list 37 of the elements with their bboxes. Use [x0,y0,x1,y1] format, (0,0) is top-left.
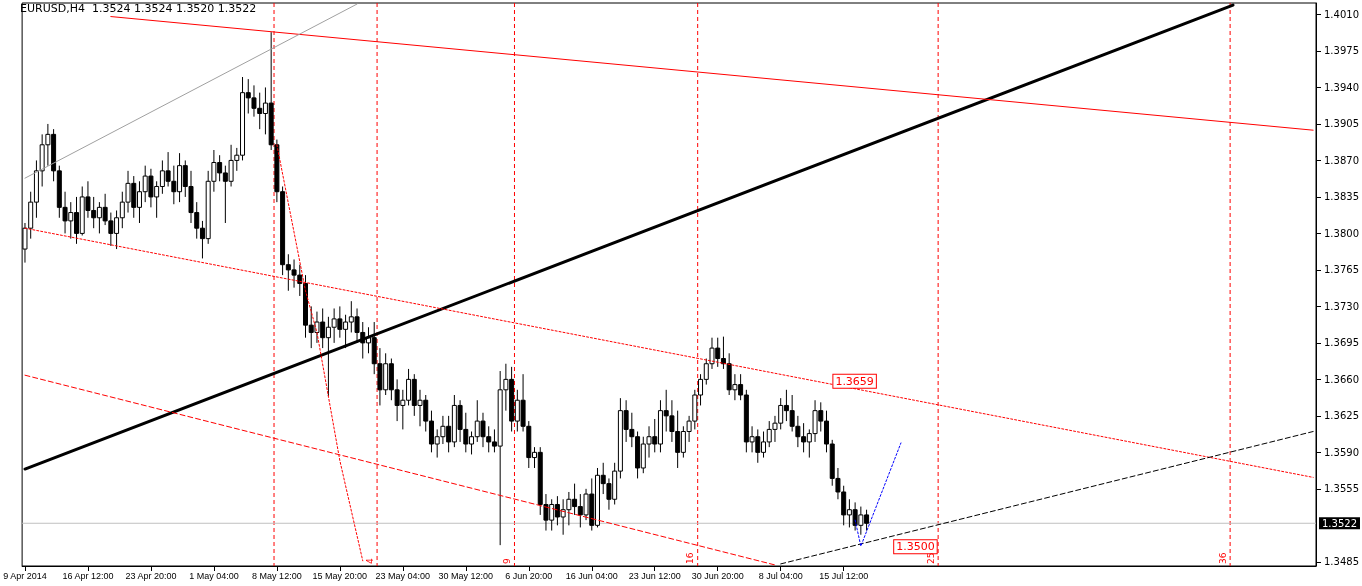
x-tick-label: 15 May 20:00 [312,570,368,581]
y-tick-label: 1.4010 [1324,8,1359,20]
x-tick-label: 9 Apr 2014 [3,570,47,581]
annotation: 4 [364,558,375,564]
annotation: 9 [501,558,512,564]
y-tick-label: 1.3555 [1324,483,1359,495]
x-tick-label: 30 May 12:00 [438,570,494,581]
y-tick-label: 1.3835 [1324,191,1359,203]
y-tick-label: 1.3660 [1324,373,1359,385]
y-tick-label: 1.3800 [1324,227,1359,239]
y-tick-label: 1.3625 [1324,410,1359,422]
x-tick-label: 23 May 04:00 [375,570,431,581]
y-tick-label: 1.3730 [1324,300,1359,312]
x-tick-label: 30 Jun 20:00 [691,570,744,581]
annotation: 1.3659 [835,374,874,388]
x-tick-label: 16 Jun 04:00 [565,570,618,581]
annotation: 36 [1217,552,1228,564]
x-tick-label: 23 Apr 20:00 [125,570,177,581]
x-tick-label: 16 Apr 12:00 [62,570,114,581]
annotation: 1.3500 [896,540,935,554]
y-tick-label: 1.3590 [1324,446,1359,458]
y-tick-label: 1.3485 [1324,556,1359,568]
y-tick-label: 1.3765 [1324,264,1359,276]
x-tick-label: 23 Jun 12:00 [628,570,681,581]
x-tick-label: 15 Jul 12:00 [819,570,869,581]
x-tick-label: 8 May 12:00 [252,570,302,581]
x-tick-label: 8 Jul 04:00 [758,570,803,581]
annotation: 16 [685,552,696,564]
y-tick-label: 1.3695 [1324,337,1359,349]
annotation: 25 [925,552,936,564]
y-tick-label: 1.3870 [1324,154,1359,166]
x-tick-label: 1 May 04:00 [189,570,239,581]
x-tick-label: 6 Jun 20:00 [505,570,553,581]
y-tick-label: 1.3905 [1324,118,1359,130]
y-tick-label: 1.3940 [1324,81,1359,93]
y-tick-label: 1.3975 [1324,45,1359,57]
ref-line-label: 1.3522 [1322,517,1357,529]
